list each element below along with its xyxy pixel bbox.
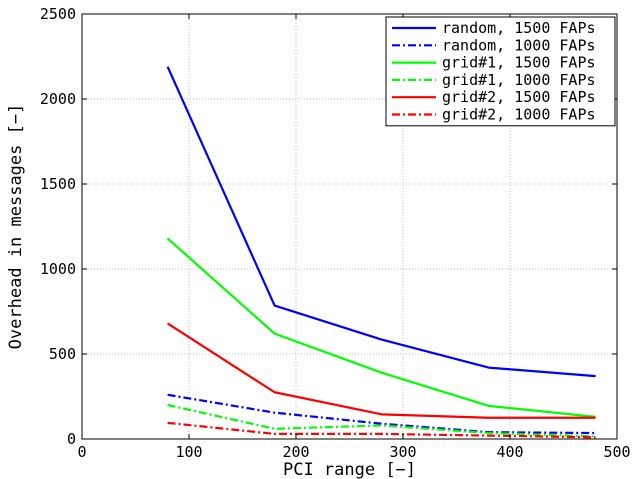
x-tick-label: 500 <box>603 443 630 461</box>
legend-entry-label: grid#1, 1000 FAPs <box>442 71 596 89</box>
y-tick-label: 0 <box>67 430 76 448</box>
series-lines <box>166 66 596 439</box>
y-tick-label: 1000 <box>40 260 76 278</box>
series-line <box>167 322 596 419</box>
x-tick-label: 0 <box>77 443 86 461</box>
axis-ticks: 0 100 200 300 400 500 0 500 1000 1500 2000 2500 <box>40 5 631 461</box>
series-line <box>166 237 596 418</box>
series-line <box>166 66 596 378</box>
x-tick-label: 300 <box>389 443 416 461</box>
series-line <box>167 403 596 438</box>
x-tick-label: 100 <box>175 443 202 461</box>
legend-entry-label: grid#2, 1000 FAPs <box>442 106 596 124</box>
series-line <box>167 393 596 435</box>
legend-entry-label: grid#1, 1500 FAPs <box>442 54 596 72</box>
grid-lines <box>82 14 617 439</box>
legend-entry-label: grid#2, 1500 FAPs <box>442 88 596 106</box>
y-tick-label: 1500 <box>40 175 76 193</box>
x-tick-label: 200 <box>282 443 309 461</box>
y-axis-label: Overhead in messages [−] <box>6 104 26 350</box>
x-tick-label: 400 <box>496 443 523 461</box>
y-tick-label: 2500 <box>40 5 76 23</box>
series-line <box>167 421 596 439</box>
legend-entry-label: random, 1000 FAPs <box>442 36 596 54</box>
legend-box <box>385 16 616 127</box>
y-tick-label: 2000 <box>40 90 76 108</box>
plot-frame <box>81 13 618 440</box>
y-tick-label: 500 <box>49 345 76 363</box>
x-axis-label: PCI range [−] <box>283 460 416 479</box>
legend-entry-label: random, 1500 FAPs <box>442 19 596 37</box>
